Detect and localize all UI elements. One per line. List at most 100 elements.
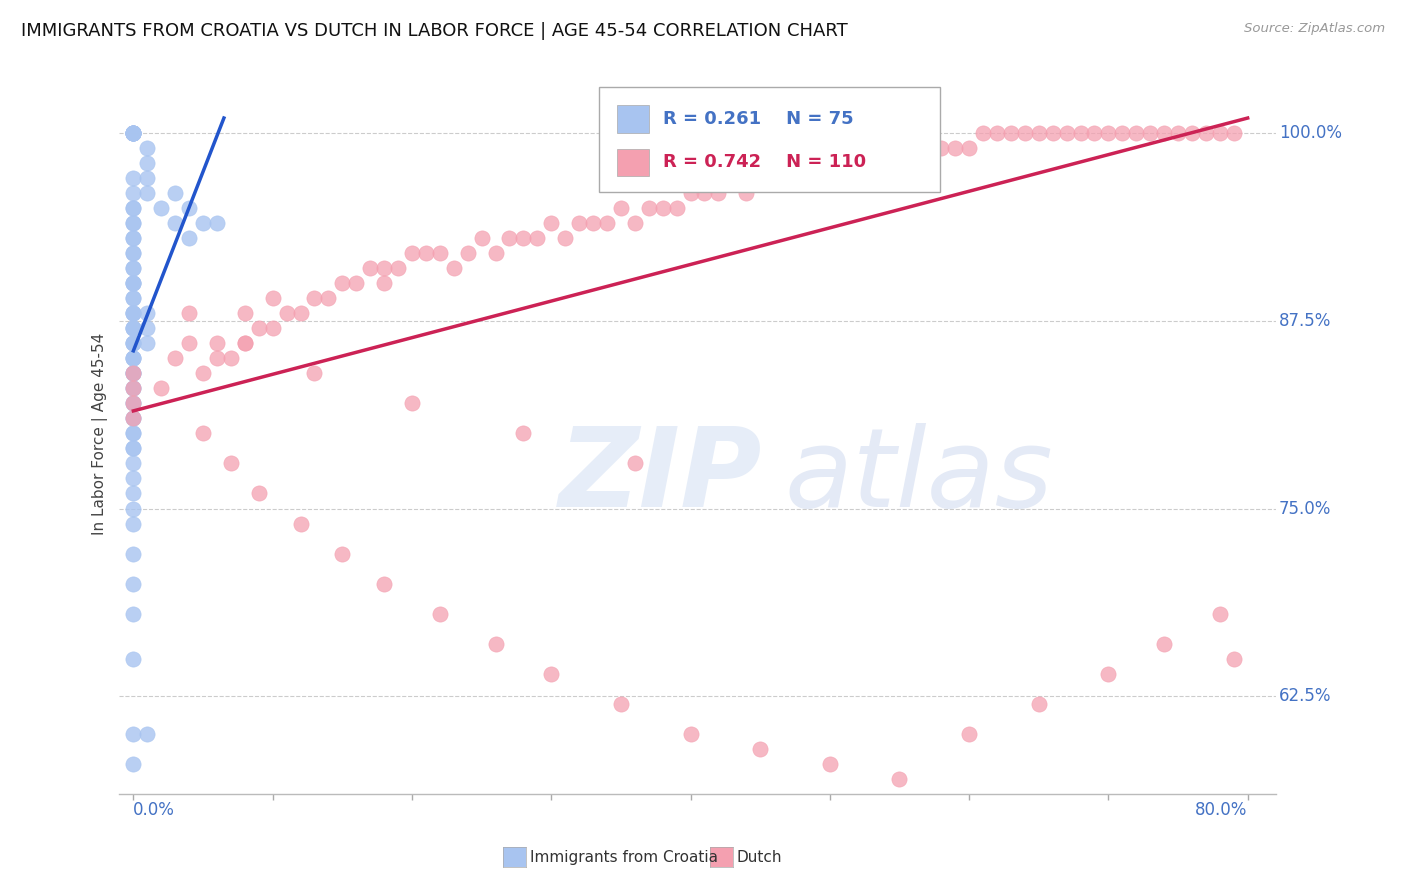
Text: R = 0.742    N = 110: R = 0.742 N = 110 — [662, 153, 866, 171]
Point — [122, 126, 145, 140]
Point — [136, 156, 159, 170]
Text: ZIP: ZIP — [558, 423, 762, 530]
Point — [1111, 126, 1133, 140]
Point — [122, 727, 145, 741]
Point — [304, 367, 326, 381]
Point — [512, 231, 534, 245]
FancyBboxPatch shape — [599, 87, 941, 192]
Point — [1125, 126, 1147, 140]
Point — [318, 291, 340, 305]
Point — [373, 277, 395, 291]
Point — [122, 457, 145, 471]
Point — [122, 291, 145, 305]
Point — [679, 727, 702, 741]
Point — [972, 126, 994, 140]
Point — [122, 336, 145, 351]
Text: 62.5%: 62.5% — [1279, 687, 1331, 706]
Point — [540, 666, 562, 681]
Point — [136, 186, 159, 201]
Point — [122, 306, 145, 320]
Point — [679, 186, 702, 201]
Point — [735, 186, 758, 201]
Point — [150, 201, 173, 215]
Point — [957, 727, 980, 741]
Point — [122, 411, 145, 425]
Point — [122, 216, 145, 230]
Point — [122, 756, 145, 771]
Point — [651, 201, 673, 215]
Point — [122, 126, 145, 140]
Point — [903, 141, 925, 155]
Point — [986, 126, 1008, 140]
Point — [122, 442, 145, 456]
Text: 0.0%: 0.0% — [134, 801, 176, 820]
Point — [122, 126, 145, 140]
Point — [526, 231, 548, 245]
Point — [1209, 126, 1232, 140]
Point — [512, 426, 534, 441]
Point — [290, 306, 312, 320]
Point — [1097, 126, 1119, 140]
Point — [498, 231, 520, 245]
Point — [122, 576, 145, 591]
Point — [122, 351, 145, 366]
Point — [1153, 637, 1175, 651]
Point — [1070, 126, 1092, 140]
Point — [122, 411, 145, 425]
Point — [122, 381, 145, 395]
Point — [136, 306, 159, 320]
Point — [1083, 126, 1105, 140]
Point — [818, 171, 841, 186]
Point — [177, 231, 200, 245]
Point — [122, 381, 145, 395]
Point — [401, 246, 423, 260]
Point — [429, 607, 451, 621]
Point — [122, 516, 145, 531]
Text: 75.0%: 75.0% — [1279, 500, 1331, 517]
Point — [387, 261, 409, 276]
Point — [219, 351, 242, 366]
Text: IMMIGRANTS FROM CROATIA VS DUTCH IN LABOR FORCE | AGE 45-54 CORRELATION CHART: IMMIGRANTS FROM CROATIA VS DUTCH IN LABO… — [21, 22, 848, 40]
Point — [1028, 126, 1050, 140]
Point — [122, 396, 145, 410]
Point — [790, 156, 813, 170]
Point — [122, 277, 145, 291]
Point — [415, 246, 437, 260]
Point — [596, 216, 619, 230]
Point — [889, 141, 911, 155]
Point — [262, 291, 284, 305]
Point — [122, 171, 145, 186]
Point — [846, 156, 869, 170]
Point — [1000, 126, 1022, 140]
Point — [122, 201, 145, 215]
Point — [957, 141, 980, 155]
Point — [165, 351, 187, 366]
Point — [122, 396, 145, 410]
Point — [122, 321, 145, 335]
Point — [122, 367, 145, 381]
Point — [122, 607, 145, 621]
Point — [776, 171, 799, 186]
Point — [122, 396, 145, 410]
Point — [205, 336, 228, 351]
Text: Dutch: Dutch — [737, 850, 782, 864]
Point — [637, 201, 659, 215]
Point — [136, 321, 159, 335]
Text: 80.0%: 80.0% — [1195, 801, 1247, 820]
Point — [429, 246, 451, 260]
Point — [247, 486, 270, 500]
Point — [832, 156, 855, 170]
Point — [122, 126, 145, 140]
Point — [1153, 126, 1175, 140]
Point — [122, 411, 145, 425]
Point — [247, 321, 270, 335]
Point — [122, 367, 145, 381]
Point — [1222, 126, 1244, 140]
Point — [443, 261, 465, 276]
Point — [471, 231, 494, 245]
Point — [122, 367, 145, 381]
Point — [929, 141, 952, 155]
Point — [122, 261, 145, 276]
Point — [707, 186, 730, 201]
Text: Immigrants from Croatia: Immigrants from Croatia — [530, 850, 718, 864]
